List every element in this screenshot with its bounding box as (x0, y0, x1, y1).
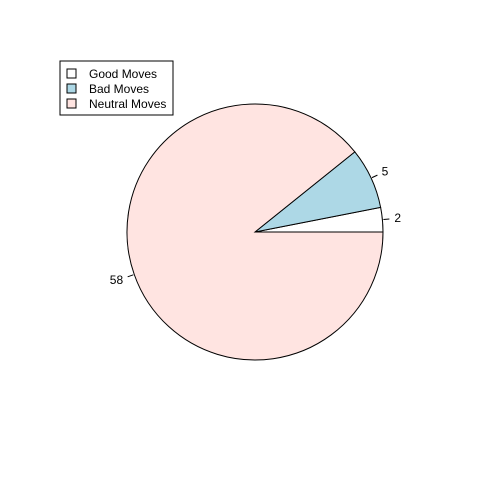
legend-label-bad-moves: Bad Moves (89, 82, 149, 96)
pie-labels: 2 5 58 (110, 164, 402, 286)
legend-swatch-bad-moves (66, 83, 77, 94)
pie-slice-neutral-moves (126, 103, 384, 361)
legend-label-neutral-moves: Neutral Moves (89, 97, 166, 111)
slice-value-label-neutral-moves: 58 (110, 273, 124, 287)
legend-label-good-moves: Good Moves (89, 67, 157, 81)
legend-box (59, 60, 174, 116)
pie-slices (126, 103, 384, 361)
legend-swatch-neutral-moves (66, 98, 77, 109)
legend: Good Moves Bad Moves Neutral Moves (59, 60, 174, 116)
slice-value-label-bad-moves: 5 (382, 164, 389, 178)
slice-value-label-good-moves: 2 (394, 211, 401, 225)
leader-line-good-moves (383, 218, 390, 221)
legend-swatch-good-moves (66, 68, 77, 79)
leader-line-bad-moves (371, 174, 378, 179)
leader-line-neutral-moves (127, 274, 134, 278)
